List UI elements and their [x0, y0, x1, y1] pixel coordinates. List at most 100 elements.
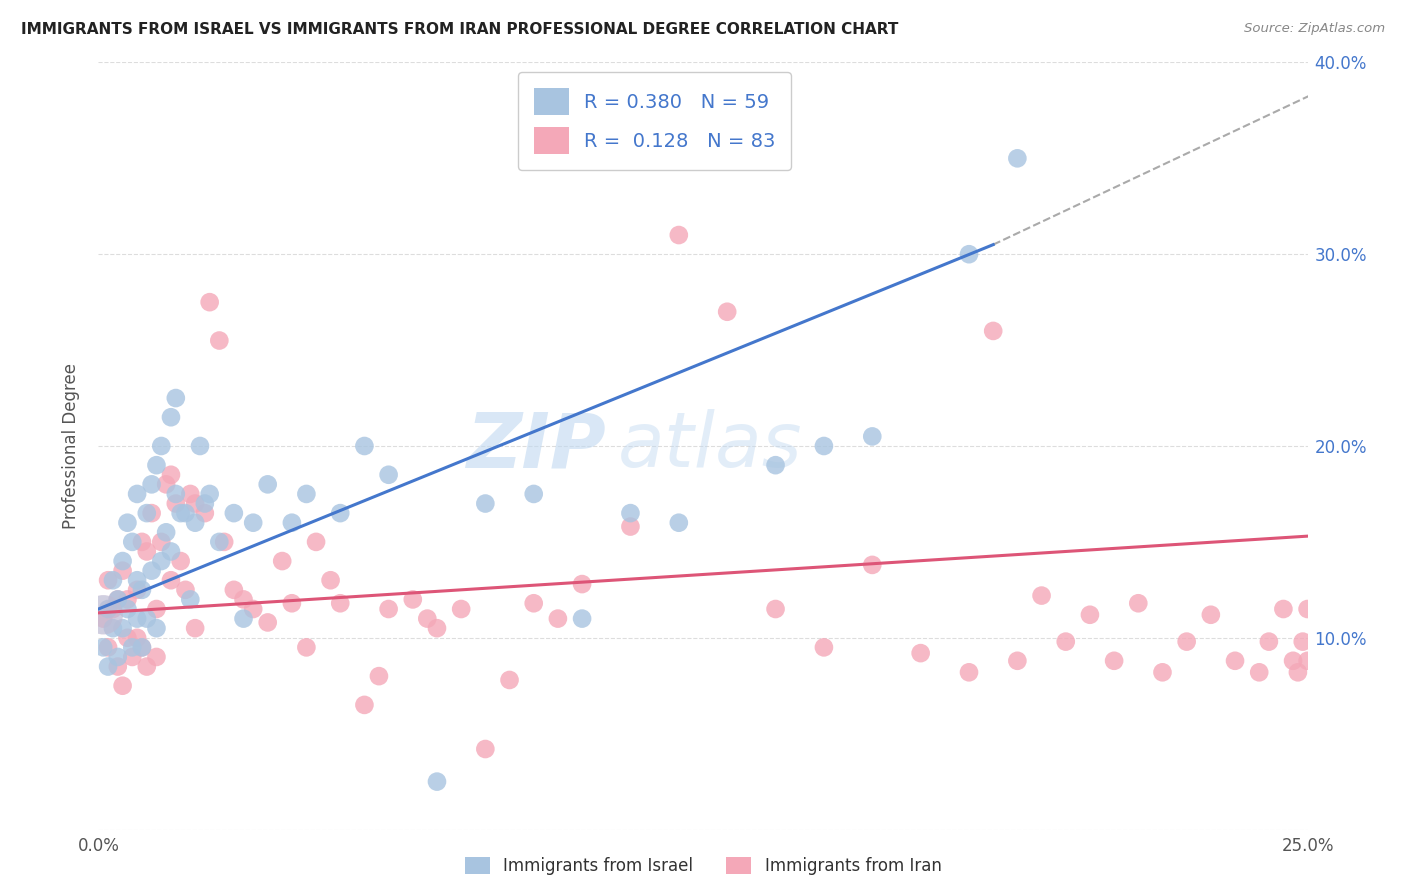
Point: [150, 439, 173, 453]
Point: [1128, 596, 1150, 610]
Point: [716, 305, 738, 319]
Point: [184, 516, 207, 530]
Text: IMMIGRANTS FROM ISRAEL VS IMMIGRANTS FROM IRAN PROFESSIONAL DEGREE CORRELATION C: IMMIGRANTS FROM ISRAEL VS IMMIGRANTS FRO…: [21, 22, 898, 37]
Point: [450, 602, 472, 616]
Point: [160, 544, 183, 558]
Point: [295, 487, 318, 501]
Point: [222, 582, 245, 597]
Point: [97, 574, 120, 588]
Point: [305, 535, 328, 549]
Point: [127, 582, 149, 597]
Point: [1296, 654, 1319, 668]
Point: [208, 535, 231, 549]
Y-axis label: Professional Degree: Professional Degree: [62, 363, 80, 529]
Point: [194, 496, 217, 510]
Point: [91, 607, 114, 622]
Point: [97, 602, 120, 616]
Point: [619, 506, 641, 520]
Point: [198, 295, 221, 310]
Point: [169, 554, 191, 568]
Point: [1152, 665, 1174, 680]
Point: [474, 496, 496, 510]
Point: [1007, 654, 1029, 668]
Legend: R = 0.380   N = 59, R =  0.128   N = 83: R = 0.380 N = 59, R = 0.128 N = 83: [519, 72, 792, 170]
Point: [121, 640, 143, 655]
Point: [353, 439, 375, 453]
Point: [165, 487, 187, 501]
Point: [1078, 607, 1101, 622]
Point: [426, 621, 449, 635]
Point: [184, 621, 207, 635]
Point: [319, 574, 342, 588]
Point: [145, 649, 167, 664]
Point: [107, 592, 129, 607]
Point: [256, 615, 278, 630]
Point: [619, 519, 641, 533]
Point: [232, 612, 254, 626]
Point: [91, 607, 114, 622]
Point: [1249, 665, 1271, 680]
Point: [97, 640, 120, 655]
Point: [813, 439, 835, 453]
Point: [117, 592, 139, 607]
Point: [111, 564, 134, 578]
Point: [91, 640, 114, 655]
Point: [1199, 607, 1222, 622]
Point: [150, 535, 173, 549]
Point: [127, 487, 149, 501]
Point: [117, 602, 139, 616]
Point: [1257, 634, 1279, 648]
Point: [135, 506, 157, 520]
Point: [131, 535, 153, 549]
Point: [523, 487, 546, 501]
Point: [368, 669, 391, 683]
Point: [1175, 634, 1198, 648]
Point: [377, 467, 399, 482]
Point: [523, 596, 546, 610]
Text: atlas: atlas: [619, 409, 803, 483]
Point: [1031, 589, 1053, 603]
Point: [198, 487, 221, 501]
Point: [91, 612, 114, 626]
Point: [295, 640, 318, 655]
Point: [1282, 654, 1305, 668]
Point: [131, 640, 153, 655]
Point: [981, 324, 1004, 338]
Point: [127, 574, 149, 588]
Point: [1286, 665, 1309, 680]
Legend: Immigrants from Israel, Immigrants from Iran: Immigrants from Israel, Immigrants from …: [456, 849, 950, 884]
Point: [668, 228, 690, 243]
Point: [188, 439, 211, 453]
Point: [1102, 654, 1125, 668]
Point: [1054, 634, 1077, 648]
Point: [547, 612, 569, 626]
Point: [131, 582, 153, 597]
Point: [242, 602, 264, 616]
Point: [498, 673, 520, 687]
Text: ZIP: ZIP: [467, 409, 606, 483]
Point: [117, 516, 139, 530]
Point: [150, 554, 173, 568]
Point: [121, 649, 143, 664]
Point: [135, 659, 157, 673]
Point: [910, 646, 932, 660]
Point: [160, 574, 183, 588]
Point: [208, 334, 231, 348]
Point: [131, 640, 153, 655]
Point: [957, 665, 980, 680]
Point: [1296, 602, 1319, 616]
Point: [101, 621, 124, 635]
Point: [165, 391, 187, 405]
Point: [101, 574, 124, 588]
Point: [141, 564, 163, 578]
Point: [117, 631, 139, 645]
Point: [145, 602, 167, 616]
Point: [232, 592, 254, 607]
Point: [377, 602, 399, 616]
Point: [194, 506, 217, 520]
Point: [353, 698, 375, 712]
Point: [1007, 152, 1029, 166]
Point: [165, 496, 187, 510]
Point: [169, 506, 191, 520]
Point: [416, 612, 439, 626]
